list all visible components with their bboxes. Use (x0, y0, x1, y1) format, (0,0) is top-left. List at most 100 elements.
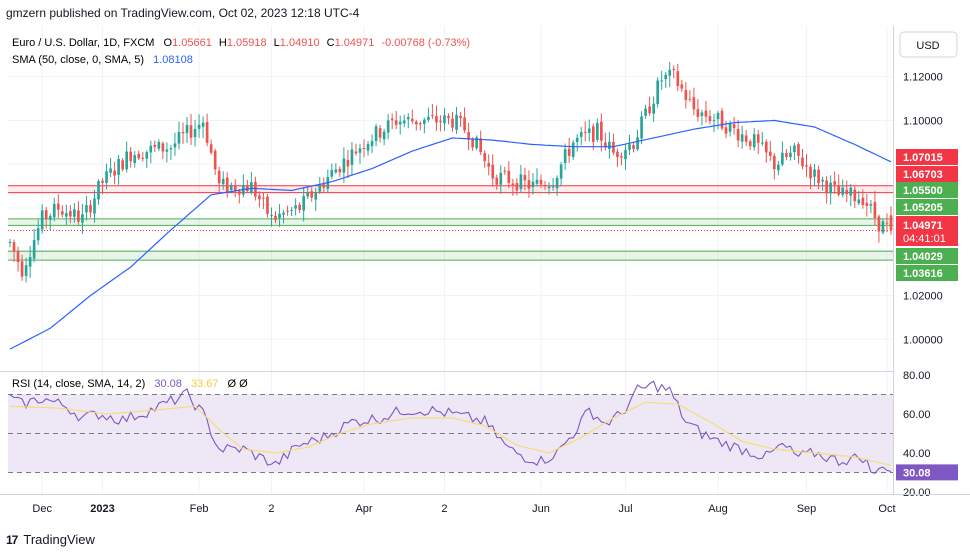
candle-body (443, 115, 446, 124)
candle-body (318, 184, 322, 192)
candle-body (467, 132, 470, 140)
last-price-tag-bg (896, 216, 958, 246)
rsi-tick-label: 60.00 (903, 409, 931, 421)
candle-body (213, 150, 217, 170)
currency-label: USD (916, 40, 939, 52)
candle-body (60, 211, 64, 215)
candle-body (362, 147, 366, 149)
candle-body (579, 132, 583, 137)
candle-body (36, 228, 40, 241)
candle-body (250, 182, 253, 193)
candle-body (394, 120, 398, 125)
candle-body (97, 181, 100, 200)
candle-body (266, 196, 269, 214)
support-price-tag: 1.04029 (903, 251, 943, 263)
candle-body (193, 128, 197, 138)
candle-body (471, 139, 474, 148)
candle-body (817, 169, 820, 184)
candle-body (149, 145, 153, 153)
chart-frame[interactable]: 1.00000 1.02000 1.10000 1.12000 1.07015 1.067… (0, 26, 970, 526)
candle-body (837, 185, 841, 195)
candle-body (571, 142, 575, 158)
candle-body (865, 202, 869, 206)
support-resistance-levels (8, 185, 893, 261)
candle-body (113, 170, 116, 176)
candle-body (40, 210, 44, 230)
candle-body (608, 141, 611, 150)
candle-body (789, 152, 792, 158)
candle-body (386, 120, 390, 133)
candle-body (406, 117, 410, 120)
candle-body (547, 186, 551, 189)
candle-body (105, 171, 108, 183)
candle-body (728, 123, 732, 132)
candle-body (338, 168, 342, 173)
candle-body (237, 191, 241, 195)
candle-body (704, 110, 708, 117)
time-axis[interactable]: Dec 2023 Feb 2 Apr 2 Jun Jul Aug Sep Oct (0, 494, 970, 516)
candle-body (756, 134, 760, 143)
resistance-price-tag-bg (896, 166, 958, 182)
published-header: gmzern published on TradingView.com, Oct… (6, 0, 906, 26)
candle-body (583, 131, 587, 133)
support-zone (8, 218, 893, 226)
price-tick-label: 1.00000 (903, 334, 943, 346)
candle-body (648, 106, 651, 114)
candle-body (48, 216, 52, 220)
candle-body (455, 114, 458, 130)
candle-body (768, 151, 772, 156)
candle-body (85, 205, 88, 213)
candle-body (604, 142, 607, 148)
tradingview-logo-icon: 17 (6, 533, 18, 547)
candle-body (591, 126, 595, 142)
candle-body (346, 159, 350, 167)
resistance-price-tag: 1.07015 (903, 152, 943, 164)
candle-body (463, 117, 466, 131)
candle-body (885, 222, 889, 224)
currency-button[interactable]: USD (899, 31, 958, 58)
candle-body (889, 215, 893, 231)
support-zone (8, 251, 893, 261)
legend-rsi: RSI (14, close, SMA, 14, 2) 30.08 33.67 … (12, 378, 248, 390)
support-price-tag: 1.05500 (903, 185, 943, 197)
rsi-pane (8, 393, 893, 474)
time-tick-label: 2 (441, 503, 447, 515)
candle-body (117, 158, 120, 175)
candle-body (52, 203, 56, 218)
candle-body (861, 197, 865, 205)
candle-body (278, 213, 281, 219)
candle-body (16, 251, 20, 263)
candle-body (628, 144, 631, 150)
candle-body (350, 149, 354, 165)
candle-body (688, 98, 692, 100)
candle-body (668, 69, 672, 76)
candle-body (298, 204, 301, 210)
candle-body (32, 240, 36, 259)
candle-body (157, 141, 161, 149)
candle-body (483, 153, 487, 162)
candle-body (322, 184, 326, 188)
candle-body (503, 170, 507, 172)
candle-body (676, 71, 680, 86)
candle-body (857, 199, 861, 204)
candle-body (334, 169, 338, 173)
candle-body (24, 265, 28, 276)
candle-body (720, 110, 724, 129)
price-axis[interactable]: 1.00000 1.02000 1.10000 1.12000 1.07015 1.067… (893, 26, 959, 499)
candle-body (833, 181, 836, 185)
support-price-tag: 1.03616 (903, 268, 943, 280)
candle-body (274, 215, 277, 220)
resistance-zone (8, 185, 893, 193)
candle-body (793, 145, 796, 153)
candle-body (233, 184, 237, 191)
candle-body (89, 204, 92, 213)
candle-body (567, 148, 571, 156)
candle-body (258, 195, 261, 200)
candle-body (744, 135, 748, 142)
candle-body (777, 164, 780, 171)
candle-body (708, 116, 712, 122)
candle-body (431, 114, 434, 116)
candle-body (229, 184, 233, 190)
candle-body (402, 120, 406, 124)
candle-body (173, 143, 177, 148)
